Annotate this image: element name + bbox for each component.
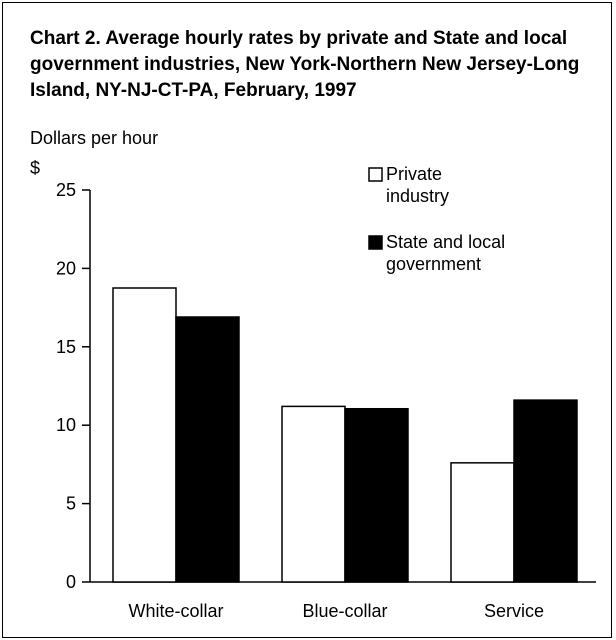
y-tick-label: 20 bbox=[56, 258, 76, 278]
y-tick-label: 0 bbox=[66, 572, 76, 592]
x-tick-label: White-collar bbox=[128, 601, 223, 621]
bar-government-service bbox=[513, 399, 578, 583]
bar-private-white-collar bbox=[112, 287, 177, 583]
legend-label: industry bbox=[386, 186, 449, 206]
y-tick-label: 15 bbox=[56, 337, 76, 357]
legend-swatch bbox=[368, 235, 383, 250]
legend-swatch bbox=[368, 167, 383, 182]
x-tick-label: Service bbox=[484, 601, 544, 621]
bar-private-blue-collar bbox=[281, 405, 346, 583]
bar-government-blue-collar bbox=[344, 407, 409, 583]
x-tick-label: Blue-collar bbox=[302, 601, 387, 621]
bar-government-white-collar bbox=[175, 316, 240, 583]
y-tick-label: 25 bbox=[56, 180, 76, 200]
y-tick-label: 5 bbox=[66, 494, 76, 514]
legend-label: Private bbox=[386, 164, 442, 184]
chart-title: Chart 2. Average hourly rates by private… bbox=[30, 28, 580, 101]
y-tick-label: 10 bbox=[56, 415, 76, 435]
y-axis-label: Dollars per hour bbox=[30, 128, 159, 148]
legend-label: State and local bbox=[386, 232, 505, 252]
bar-private-service bbox=[450, 462, 515, 583]
y-axis-unit: $ bbox=[30, 158, 41, 178]
legend-label: government bbox=[386, 254, 481, 274]
